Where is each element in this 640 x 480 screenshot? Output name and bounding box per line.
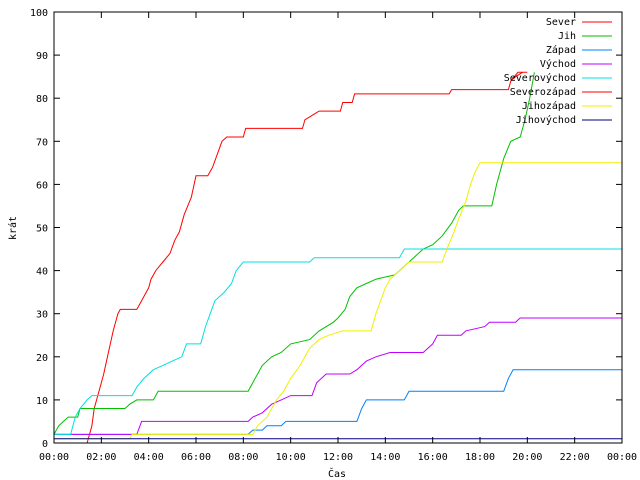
x-tick-label-3: 06:00 bbox=[181, 452, 211, 463]
y-tick-label-0: 0 bbox=[42, 439, 48, 450]
y-tick-label-5: 50 bbox=[36, 224, 48, 235]
y-tick-label-6: 60 bbox=[36, 180, 48, 191]
y-tick-label-3: 30 bbox=[36, 310, 48, 321]
x-tick-label-2: 04:00 bbox=[134, 452, 164, 463]
x-tick-label-7: 14:00 bbox=[370, 452, 400, 463]
legend-label-5: Severozápad bbox=[510, 86, 576, 98]
series-line-3 bbox=[54, 317, 622, 435]
legend-label-6: Jihozápad bbox=[522, 100, 576, 112]
y-tick-label-8: 80 bbox=[36, 94, 48, 105]
y-tick-label-9: 90 bbox=[36, 51, 48, 62]
y-tick-label-10: 100 bbox=[30, 8, 48, 19]
series-line-0 bbox=[86, 71, 523, 444]
x-tick-label-11: 22:00 bbox=[560, 452, 590, 463]
y-tick-label-7: 70 bbox=[36, 137, 48, 148]
x-axis-label: Čas bbox=[328, 467, 346, 480]
series-line-5 bbox=[510, 71, 528, 82]
legend-label-3: Východ bbox=[540, 58, 576, 70]
y-tick-label-4: 40 bbox=[36, 267, 48, 278]
legend-label-1: Jih bbox=[558, 31, 576, 42]
legend-label-2: Západ bbox=[546, 44, 576, 56]
axes-layer: 0 10 20 30 40 50 60 70 80 90 100 00:00 02:00 04:00 06:… bbox=[30, 8, 637, 463]
x-tick-label-5: 10:00 bbox=[276, 452, 306, 463]
x-tick-label-4: 08:00 bbox=[228, 452, 258, 463]
x-tick-label-12: 00:00 bbox=[607, 452, 637, 463]
series-line-6 bbox=[54, 162, 622, 440]
series-line-1 bbox=[53, 72, 535, 435]
legend-label-0: Sever bbox=[546, 17, 576, 28]
series-line-2 bbox=[54, 369, 622, 435]
legend-label-4: Severovýchod bbox=[504, 72, 576, 84]
x-tick-label-1: 02:00 bbox=[86, 452, 116, 463]
legend: Sever Jih Západ Východ Severovýchod Severozáp… bbox=[504, 17, 612, 126]
series-line-4 bbox=[54, 248, 622, 435]
x-tick-label-10: 20:00 bbox=[512, 452, 542, 463]
x-tick-label-0: 00:00 bbox=[39, 452, 69, 463]
y-tick-label-2: 20 bbox=[36, 353, 48, 364]
legend-label-7: Jihovýchod bbox=[516, 114, 576, 126]
x-tick-label-8: 16:00 bbox=[418, 452, 448, 463]
y-axis-label: krát bbox=[7, 216, 19, 240]
y-tick-label-1: 10 bbox=[36, 396, 48, 407]
x-tick-label-6: 12:00 bbox=[323, 452, 353, 463]
x-tick-label-9: 18:00 bbox=[465, 452, 495, 463]
